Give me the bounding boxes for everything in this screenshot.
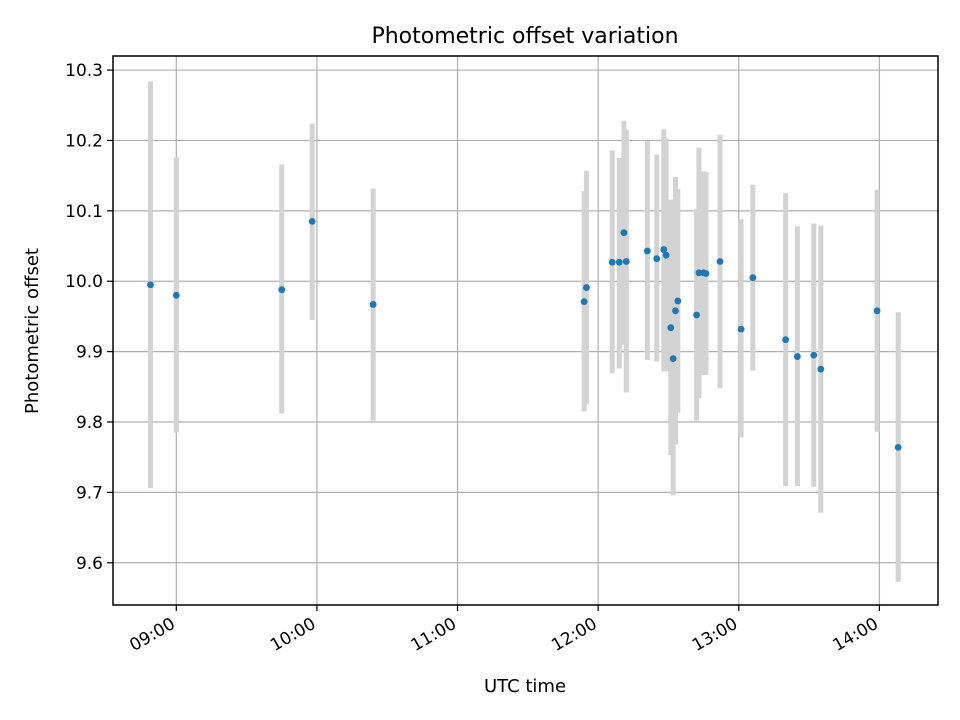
y-tick-label: 9.6 (76, 554, 103, 574)
y-tick-label: 10.0 (65, 272, 103, 292)
data-point (608, 258, 616, 266)
data-point (749, 274, 757, 282)
data-point (653, 255, 661, 263)
data-point (580, 298, 588, 306)
y-axis-label: Photometric offset (22, 248, 43, 414)
data-point (693, 311, 700, 319)
data-point (615, 258, 623, 266)
data-point (620, 229, 628, 237)
data-point (669, 355, 677, 363)
y-tick-label: 10.3 (65, 61, 103, 81)
data-point (643, 247, 651, 255)
data-point (695, 269, 703, 277)
y-tick-label: 9.9 (76, 343, 103, 363)
data-point (674, 297, 682, 305)
data-point (172, 291, 180, 299)
data-point (702, 270, 710, 277)
data-points (147, 218, 902, 451)
y-tick-label: 10.1 (65, 202, 103, 222)
data-point (662, 251, 670, 259)
chart-title: Photometric offset variation (371, 24, 678, 49)
grid (113, 56, 938, 605)
data-point (672, 307, 679, 315)
data-point (308, 218, 316, 225)
x-axis-label: UTC time (484, 676, 566, 697)
y-tick-label: 10.2 (65, 131, 103, 151)
data-point (737, 325, 745, 333)
data-point (782, 336, 790, 344)
y-axis-ticks: 9.6 9.7 9.8 9.9 10.0 10.1 10.2 10.3 (65, 61, 113, 574)
data-point (583, 284, 590, 291)
data-point (810, 351, 818, 359)
data-point (147, 281, 154, 289)
data-point (278, 286, 286, 294)
data-point (660, 246, 668, 253)
y-tick-label: 9.8 (76, 413, 103, 433)
data-point (894, 443, 902, 451)
data-point (622, 258, 630, 265)
data-point (817, 365, 825, 373)
data-point (793, 353, 801, 360)
plot-frame (112, 55, 939, 606)
data-point (716, 258, 724, 265)
data-point (667, 324, 675, 332)
y-tick-label: 9.7 (76, 483, 103, 503)
data-point (873, 307, 881, 315)
data-point (369, 301, 377, 308)
